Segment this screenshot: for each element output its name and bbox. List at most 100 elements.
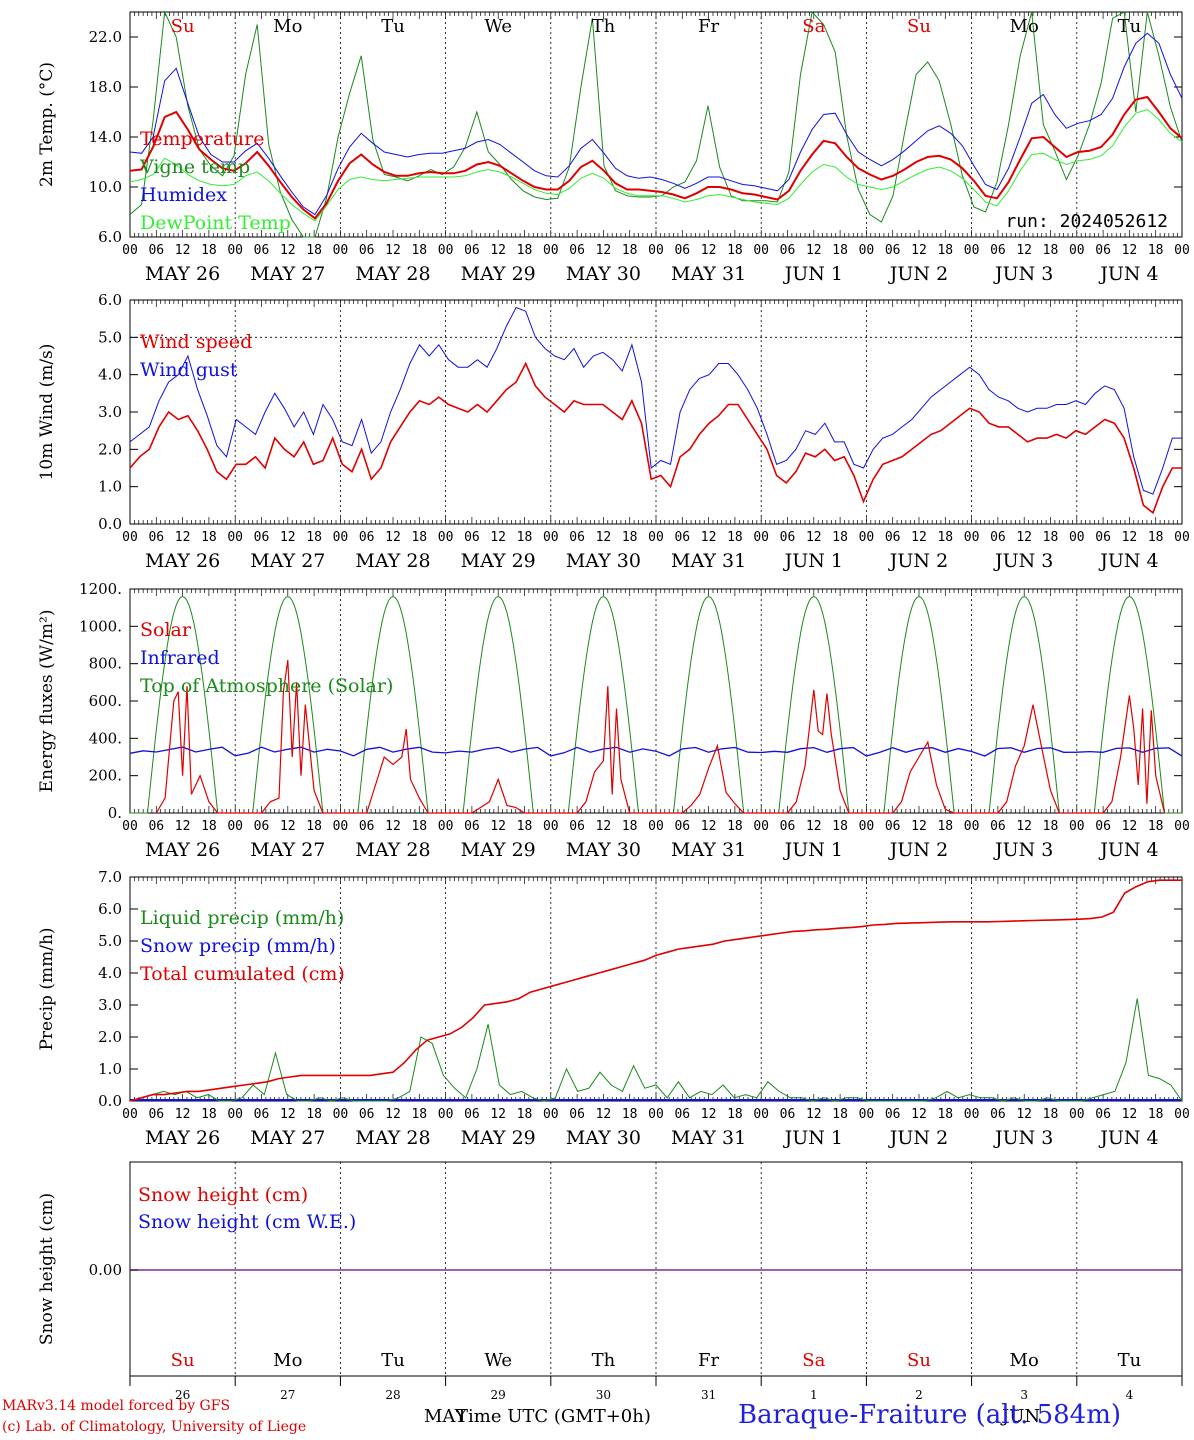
hour-tick-label: 18 — [832, 243, 848, 258]
y-tick-label: 200. — [89, 767, 122, 785]
date-label: MAY 27 — [250, 839, 325, 861]
date-label: MAY 27 — [250, 1127, 325, 1149]
y-tick-label: 600. — [89, 692, 122, 710]
legend-entry: Snow precip (mm/h) — [140, 935, 336, 957]
hour-tick-label: 00 — [859, 530, 875, 545]
hour-tick-label: 18 — [1148, 530, 1164, 545]
hour-tick-label: 00 — [438, 530, 454, 545]
series-humidex — [129, 32, 1183, 216]
hour-tick-label: 12 — [911, 819, 927, 834]
weekday-label: Tu — [1118, 1350, 1142, 1371]
hour-tick-label: 06 — [674, 819, 690, 834]
legend-entry: Snow height (cm W.E.) — [138, 1211, 356, 1233]
hour-tick-label: 18 — [411, 819, 427, 834]
series-dewpoint-temp — [129, 108, 1183, 222]
weekday-label: Fr — [698, 1350, 719, 1371]
hour-tick-label: 06 — [464, 1107, 480, 1122]
hour-tick-label: 00 — [964, 1107, 980, 1122]
date-label: MAY 30 — [566, 550, 641, 572]
hour-tick-label: 18 — [727, 1107, 743, 1122]
run-label: run: 2024052612 — [1005, 211, 1168, 232]
hour-tick-label: 06 — [1095, 530, 1111, 545]
weekday-label: We — [484, 16, 512, 37]
y-tick-label: 2.0 — [98, 440, 122, 458]
hour-tick-label: 18 — [306, 530, 322, 545]
hour-tick-label: 12 — [175, 530, 191, 545]
hour-tick-label: 12 — [1122, 530, 1138, 545]
hour-tick-label: 06 — [1095, 243, 1111, 258]
weekday-label: Mo — [1010, 1350, 1039, 1371]
hour-tick-label: 12 — [701, 819, 717, 834]
date-label: MAY 30 — [566, 263, 641, 285]
hour-tick-label: 06 — [359, 1107, 375, 1122]
hour-tick-label: 06 — [254, 243, 270, 258]
series-temperature — [129, 95, 1183, 220]
hour-tick-label: 18 — [1148, 819, 1164, 834]
hour-tick-label: 18 — [517, 1107, 533, 1122]
date-label: MAY 31 — [671, 839, 746, 861]
date-label: JUN 2 — [888, 263, 948, 285]
hour-tick-label: 00 — [1174, 243, 1190, 258]
y-axis-label: 10m Wind (m/s) — [37, 344, 57, 481]
weekday-label: Tu — [381, 1350, 405, 1371]
hour-tick-label: 12 — [911, 530, 927, 545]
date-label: JUN 2 — [888, 839, 948, 861]
month-jun-label: JUN — [1002, 1406, 1041, 1427]
hour-tick-label: 06 — [359, 243, 375, 258]
hour-tick-label: 06 — [780, 243, 796, 258]
hour-tick-label: 06 — [254, 530, 270, 545]
hour-tick-label: 00 — [648, 530, 664, 545]
hour-tick-label: 00 — [859, 1107, 875, 1122]
hour-tick-label: 12 — [385, 1107, 401, 1122]
weekday-label: Mo — [273, 16, 302, 37]
legend-entry: Solar — [140, 619, 192, 641]
y-tick-label: 400. — [89, 729, 122, 747]
date-label: MAY 29 — [461, 550, 536, 572]
y-axis-label: Energy fluxes (W/m²) — [37, 610, 57, 793]
date-label: JUN 4 — [1098, 1127, 1158, 1149]
series-infrared — [129, 746, 1183, 757]
hour-tick-label: 12 — [280, 1107, 296, 1122]
hour-tick-label: 06 — [148, 243, 164, 258]
date-label: MAY 29 — [461, 839, 536, 861]
date-label: MAY 26 — [145, 550, 220, 572]
legend-entry: Liquid precip (mm/h) — [140, 907, 344, 929]
hour-tick-label: 00 — [543, 243, 559, 258]
date-label: JUN 3 — [993, 1127, 1053, 1149]
hour-tick-label: 18 — [517, 530, 533, 545]
hour-tick-label: 18 — [727, 530, 743, 545]
legend-entry: Top of Atmosphere (Solar) — [140, 675, 393, 697]
date-label: JUN 3 — [993, 263, 1053, 285]
hour-tick-label: 18 — [727, 819, 743, 834]
hour-tick-label: 18 — [201, 1107, 217, 1122]
hour-tick-label: 00 — [648, 819, 664, 834]
y-tick-label: 10.0 — [89, 178, 122, 196]
series-vigne-temp — [129, 10, 1183, 238]
hour-tick-label: 06 — [148, 530, 164, 545]
day-number-label: 26 — [175, 1388, 190, 1402]
hour-tick-label: 18 — [1148, 243, 1164, 258]
hour-tick-label: 18 — [1148, 1107, 1164, 1122]
weekday-label: Su — [907, 16, 931, 37]
y-tick-label: 6.0 — [98, 291, 122, 309]
weekday-label: Sa — [802, 1350, 825, 1371]
date-label: MAY 29 — [461, 1127, 536, 1149]
legend-entry: Humidex — [140, 184, 227, 206]
hour-tick-label: 00 — [543, 819, 559, 834]
y-axis-label: Snow height (cm) — [37, 1193, 57, 1345]
hour-tick-label: 12 — [596, 243, 612, 258]
hour-tick-label: 18 — [201, 530, 217, 545]
weekday-label: Th — [592, 1350, 616, 1371]
hour-tick-label: 18 — [1043, 530, 1059, 545]
date-label: MAY 29 — [461, 263, 536, 285]
hour-tick-label: 18 — [517, 819, 533, 834]
legend-entry: Vigne temp — [139, 156, 250, 178]
hour-tick-label: 00 — [1069, 1107, 1085, 1122]
legend-entry: DewPoint Temp — [140, 212, 291, 234]
hour-tick-label: 00 — [648, 1107, 664, 1122]
hour-tick-label: 12 — [1122, 1107, 1138, 1122]
hour-tick-label: 18 — [622, 819, 638, 834]
hour-tick-label: 18 — [306, 819, 322, 834]
date-label: MAY 30 — [566, 839, 641, 861]
hour-tick-label: 18 — [1043, 1107, 1059, 1122]
